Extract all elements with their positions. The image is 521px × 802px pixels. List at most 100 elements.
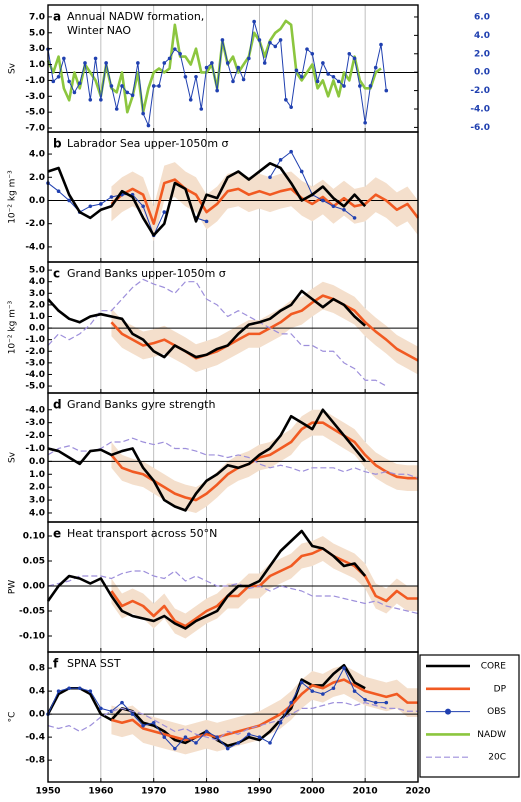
data-point — [104, 61, 108, 65]
panel: -4.0 -3.0 -2.0 -1.0 0.0 1.0 2.0 3.0 4.0 d Grand Ba… — [8, 392, 419, 523]
data-point — [225, 746, 230, 751]
data-point — [204, 65, 209, 70]
y-tick-label: -0.8 — [25, 756, 45, 766]
y2-tick-label: -4.0 — [470, 104, 490, 114]
data-point — [305, 47, 309, 51]
data-point — [162, 210, 167, 214]
series-line — [110, 547, 418, 628]
data-point — [51, 79, 56, 84]
y-axis-label: 10⁻² kg m⁻³ — [8, 170, 18, 224]
data-point — [141, 111, 145, 116]
x-tick-label: 2020 — [405, 787, 430, 797]
data-point — [241, 77, 246, 82]
data-point — [136, 61, 140, 65]
data-point — [220, 38, 225, 42]
data-point — [183, 735, 188, 739]
data-point — [289, 105, 293, 109]
y-axis-label: °C — [8, 712, 18, 723]
data-point — [358, 84, 362, 88]
data-point — [194, 74, 198, 79]
data-point — [141, 204, 145, 209]
data-point — [278, 720, 283, 725]
data-point — [247, 56, 251, 61]
data-point — [384, 88, 389, 93]
y-tick-label: -4.0 — [25, 370, 45, 380]
panel-letter: c — [53, 267, 60, 281]
series-line — [46, 529, 367, 630]
y-tick-label: -7.0 — [25, 124, 45, 134]
y2-tick-label: 6.0 — [474, 12, 490, 22]
data-point — [252, 19, 256, 24]
panel: 4.0 2.0 0.0 -2.0 -4.0 b Labrador Sea upper-105… — [8, 131, 420, 263]
panel: 7.0 5.0 3.0 1.0 -1.0 -3.0 -5.0 -7.0 6.0 4.0 2.0 0.0… — [8, 4, 490, 134]
panel-letter: b — [53, 137, 62, 151]
data-point — [289, 700, 293, 705]
data-point — [336, 79, 341, 84]
data-point — [141, 723, 145, 728]
data-point — [278, 158, 283, 162]
data-point — [77, 686, 82, 691]
data-point — [162, 61, 167, 65]
y-axis-label: 10⁻² kg m⁻³ — [8, 300, 18, 354]
y-axis-label: Sv — [8, 451, 18, 463]
y-tick-label: 1.0 — [29, 312, 45, 322]
data-point — [321, 61, 325, 65]
data-point — [146, 123, 151, 128]
data-point — [67, 198, 71, 203]
data-point — [56, 689, 61, 693]
data-point — [72, 90, 77, 95]
panel-title: Winter NAO — [67, 24, 131, 37]
data-point — [114, 107, 119, 111]
data-point — [109, 195, 114, 199]
data-point — [310, 51, 315, 56]
y-tick-label: 2.0 — [29, 300, 45, 310]
series-line — [47, 437, 419, 479]
legend-label: OBS — [487, 707, 506, 717]
y-tick-label: -5.0 — [25, 108, 45, 118]
y-tick-label: 0.0 — [29, 324, 45, 334]
data-point — [215, 735, 219, 739]
series-line — [110, 294, 419, 362]
data-point — [67, 686, 71, 691]
data-point — [225, 61, 230, 65]
y-tick-label: 4.0 — [29, 150, 45, 160]
data-point — [120, 700, 124, 705]
y-tick-label: 0.00 — [23, 582, 45, 592]
data-point — [268, 741, 272, 745]
y-tick-label: -2.0 — [25, 431, 45, 441]
data-point — [257, 735, 262, 739]
y-tick-label: -3.0 — [25, 92, 45, 102]
y-tick-label: 0.0 — [29, 710, 45, 720]
y-tick-label: 1.0 — [29, 470, 45, 480]
data-point — [210, 61, 214, 65]
data-point — [215, 88, 219, 93]
data-point — [299, 169, 304, 174]
y-tick-label: 1.0 — [29, 60, 45, 70]
data-point — [294, 68, 299, 73]
data-point — [289, 149, 293, 154]
data-point — [93, 56, 98, 61]
data-point — [183, 74, 188, 79]
legend-marker — [445, 708, 451, 715]
y-tick-label: 4.0 — [29, 508, 45, 518]
data-point — [363, 697, 367, 702]
series-line — [111, 678, 418, 742]
y-tick-label: -0.10 — [19, 632, 45, 642]
plot-frame — [47, 651, 419, 783]
data-point — [56, 189, 61, 193]
series-line — [110, 421, 418, 502]
x-tick-label: 2010 — [353, 787, 378, 797]
spread-band — [111, 665, 418, 755]
data-point — [321, 198, 325, 203]
spread-band — [111, 536, 418, 639]
data-point — [352, 56, 357, 61]
data-point — [321, 692, 325, 696]
y-tick-label: 0.0 — [29, 196, 45, 206]
x-tick-label: 2000 — [300, 787, 325, 797]
y-tick-label: -0.4 — [25, 733, 45, 743]
data-point — [88, 204, 93, 209]
y-tick-label: 3.0 — [29, 44, 45, 54]
data-point — [88, 97, 93, 102]
spread-band — [111, 162, 418, 242]
